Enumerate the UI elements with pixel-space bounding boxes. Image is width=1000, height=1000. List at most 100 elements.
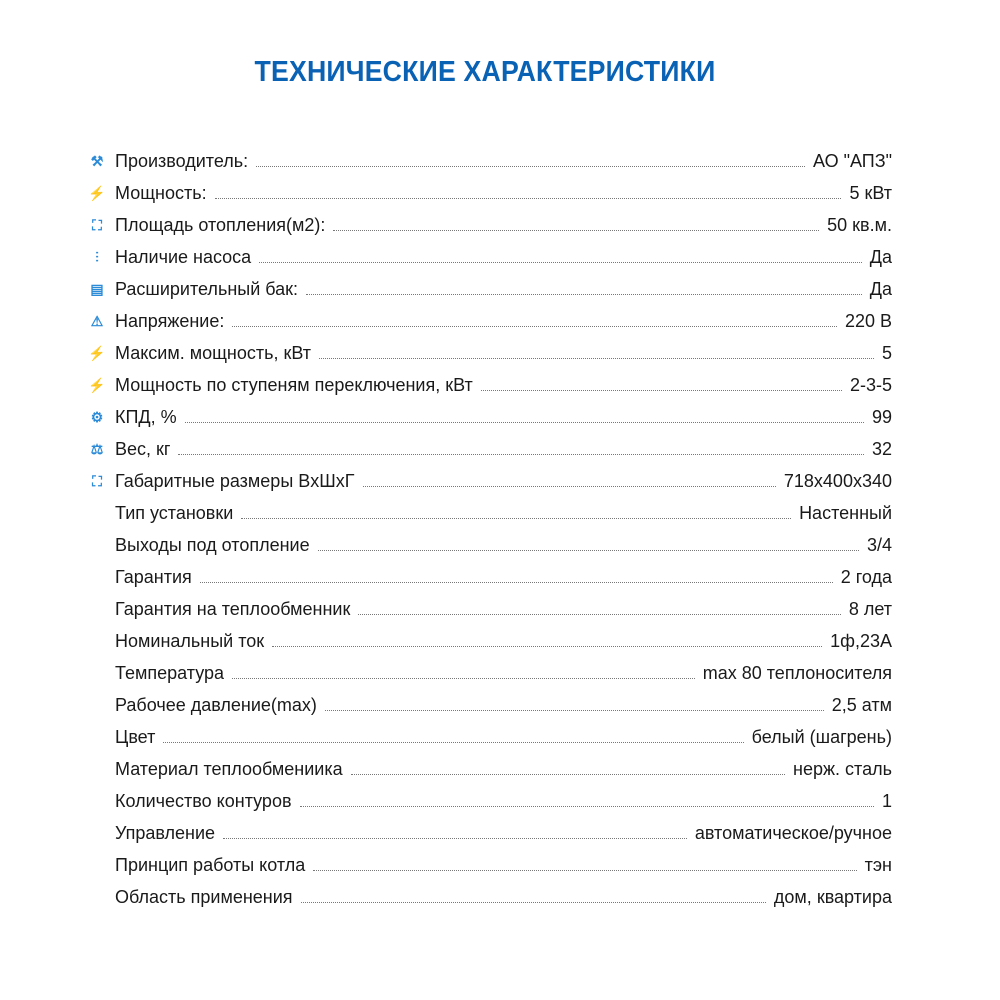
spec-row: Управление автоматическое/ручное [86, 817, 892, 849]
spec-value: 5 кВт [849, 182, 892, 203]
spec-label: Габаритные размеры ВxШxГ [115, 470, 355, 491]
spec-value: автоматическое/ручное [694, 822, 892, 843]
tank-icon: ▤ [90, 280, 104, 297]
spec-label: Гарантия [115, 566, 192, 587]
spec-value: 1ф,23А [830, 630, 892, 651]
spec-row: ⫶ Наличие насоса Да [86, 241, 892, 273]
dotted-leader [232, 325, 837, 327]
spec-value: Да [869, 246, 892, 267]
spec-row: ⚒ Производитель: АО "АПЗ" [86, 145, 892, 177]
spec-value: 2 года [840, 566, 892, 587]
spec-label: Тип установки [115, 502, 234, 523]
spec-label: Материал теплообмениика [115, 758, 343, 779]
spec-label: Гарантия на теплообменник [115, 598, 351, 619]
spec-label: Номинальный ток [115, 630, 265, 651]
spec-row: Количество контуров 1 [86, 785, 892, 817]
spec-value: Да [869, 278, 892, 299]
gear-icon: ⚙ [90, 408, 104, 425]
spec-row: Принцип работы котла тэн [86, 849, 892, 881]
dotted-leader [317, 549, 859, 551]
spec-row: Область применения дом, квартира [86, 881, 892, 913]
spec-label: Управление [115, 822, 216, 843]
dotted-leader [324, 709, 824, 711]
dotted-leader [358, 613, 841, 615]
lightning-icon: ⚡ [88, 376, 106, 393]
spec-row: ⛶ Площадь отопления(м2): 50 кв.м. [86, 209, 892, 241]
dotted-leader [350, 773, 786, 775]
spec-value: АО "АПЗ" [812, 150, 892, 171]
expand-icon: ⛶ [92, 472, 102, 489]
dotted-leader [163, 741, 744, 743]
spec-value: 32 [871, 438, 892, 459]
spec-value: 718x400x340 [783, 470, 892, 491]
spec-label: Наличие насоса [115, 246, 252, 267]
spec-value: тэн [864, 854, 892, 875]
dotted-leader [299, 805, 874, 807]
spec-row: ⚖ Вес, кг 32 [86, 433, 892, 465]
spec-label: Площадь отопления(м2): [115, 214, 326, 235]
spec-value: Настенный [799, 502, 892, 523]
spec-row: Выходы под отопление 3/4 [86, 529, 892, 561]
spec-row: ⚡ Мощность: 5 кВт [86, 177, 892, 209]
spec-label: Вес, кг [115, 438, 171, 459]
pump-icon: ⫶ [95, 248, 99, 265]
dotted-leader [223, 837, 687, 839]
spec-row: Температура max 80 теплоносителя [86, 657, 892, 689]
lightning-icon: ⚡ [88, 184, 106, 201]
expand-icon: ⛶ [92, 216, 102, 233]
spec-row: Номинальный ток 1ф,23А [86, 625, 892, 657]
spec-label: Температура [115, 662, 225, 683]
dotted-leader [362, 485, 776, 487]
spec-row: ⚡ Максим. мощность, кВт 5 [86, 337, 892, 369]
spec-row: ⛶ Габаритные размеры ВxШxГ 718x400x340 [86, 465, 892, 497]
spec-value: 2,5 атм [831, 694, 892, 715]
dotted-leader [232, 677, 695, 679]
spec-value: нерж. сталь [793, 758, 892, 779]
dotted-leader [333, 229, 820, 231]
dotted-leader [184, 421, 864, 423]
dotted-leader [259, 261, 862, 263]
dotted-leader [214, 197, 842, 199]
dotted-leader [272, 645, 823, 647]
spec-value: 99 [871, 406, 892, 427]
spec-value: 5 [881, 342, 892, 363]
spec-value: белый (шагрень) [751, 726, 892, 747]
spec-row: ▤ Расширительный бак: Да [86, 273, 892, 305]
spec-label: Количество контуров [115, 790, 292, 811]
spec-label: Расширительный бак: [115, 278, 299, 299]
dotted-leader [199, 581, 833, 583]
spec-label: Цвет [115, 726, 156, 747]
spec-label: Производитель: [115, 150, 249, 171]
spec-label: Мощность: [115, 182, 207, 203]
spec-label: КПД, % [115, 406, 177, 427]
spec-value: 50 кв.м. [827, 214, 892, 235]
spec-label: Максим. мощность, кВт [115, 342, 312, 363]
spec-value: 1 [881, 790, 892, 811]
dotted-leader [313, 869, 857, 871]
spec-value: 8 лет [848, 598, 892, 619]
spec-value: 220 В [844, 310, 892, 331]
spec-row: ⚡ Мощность по ступеням переключения, кВт 2… [86, 369, 892, 401]
spec-value: 2-3-5 [849, 374, 892, 395]
spec-label: Рабочее давление(max) [115, 694, 317, 715]
dotted-leader [319, 357, 874, 359]
dotted-leader [300, 901, 766, 903]
spec-row: Материал теплообмениика нерж. сталь [86, 753, 892, 785]
factory-icon: ⚒ [90, 152, 104, 169]
specs-list: ⚒ Производитель: АО "АПЗ" ⚡ Мощность: 5 кВт ⛶ П… [86, 145, 892, 913]
spec-label: Мощность по ступеням переключения, кВт [115, 374, 473, 395]
dotted-leader [241, 517, 792, 519]
spec-row: Рабочее давление(max) 2,5 атм [86, 689, 892, 721]
spec-label: Выходы под отопление [115, 534, 310, 555]
dotted-leader [480, 389, 842, 391]
spec-row: ⚙ КПД, % 99 [86, 401, 892, 433]
spec-row: Тип установки Настенный [86, 497, 892, 529]
voltage-warning-icon: ⚠ [90, 312, 104, 329]
spec-row: Гарантия на теплообменник 8 лет [86, 593, 892, 625]
spec-label: Область применения [115, 886, 293, 907]
spec-value: дом, квартира [773, 886, 892, 907]
spec-value: max 80 теплоносителя [702, 662, 892, 683]
page-title: ТЕХНИЧЕСКИЕ ХАРАКТЕРИСТИКИ [254, 56, 716, 88]
spec-label: Принцип работы котла [115, 854, 306, 875]
dotted-leader [256, 165, 805, 167]
